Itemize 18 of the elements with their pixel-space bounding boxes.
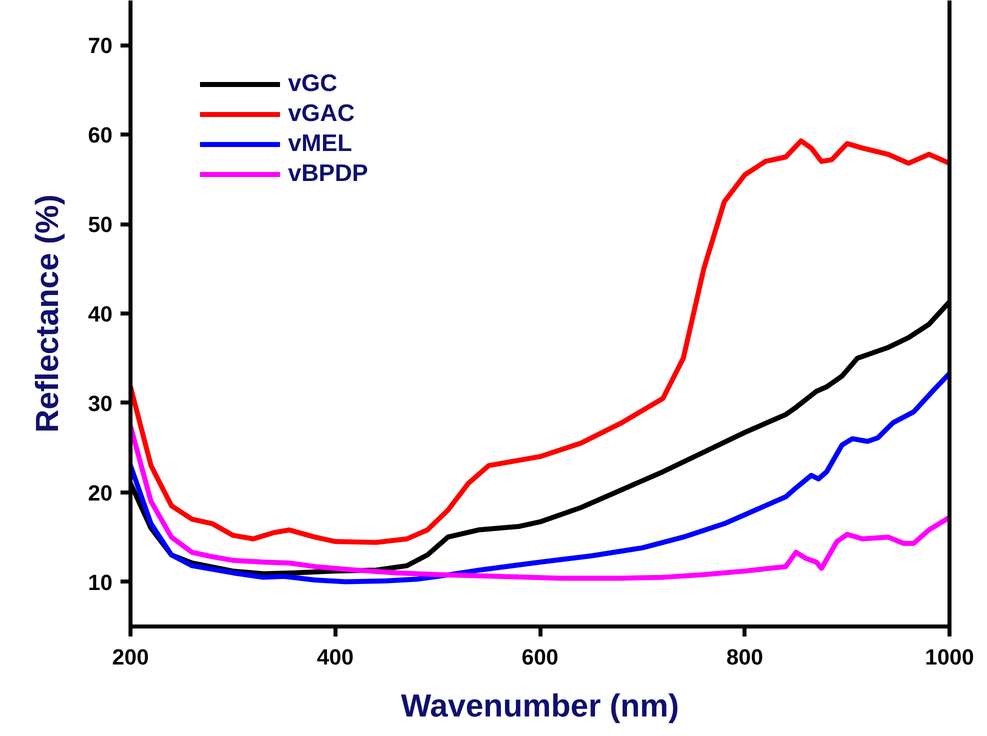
y-tick-label: 30	[88, 390, 113, 416]
x-tick-label: 1000	[925, 644, 974, 670]
x-tick-label: 800	[726, 644, 764, 670]
legend-label: vGC	[288, 70, 338, 98]
y-tick-label: 40	[88, 302, 113, 326]
y-axis-title: Reflectance (%)	[29, 194, 66, 433]
x-axis-title: Wavenumber (nm)	[401, 688, 679, 724]
y-tick-label: 50	[88, 212, 113, 238]
y-tick-label: 20	[88, 480, 113, 506]
legend-label: vBPDP	[288, 160, 368, 188]
legend-label: vMEL	[288, 130, 352, 158]
x-tick-label: 400	[316, 644, 354, 670]
y-tick-label: 10	[88, 570, 113, 595]
y-tick-label: 60	[88, 122, 113, 148]
x-tick-label: 200	[112, 644, 149, 670]
y-tick-label: 70	[88, 33, 113, 58]
x-tick-label: 600	[522, 644, 558, 670]
legend-label: vGAC	[288, 100, 355, 128]
